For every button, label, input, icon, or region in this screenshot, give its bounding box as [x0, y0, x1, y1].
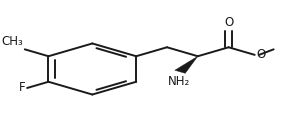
Text: NH₂: NH₂: [168, 75, 190, 88]
Text: O: O: [224, 16, 233, 29]
Polygon shape: [175, 56, 198, 73]
Text: O: O: [256, 48, 265, 61]
Text: CH₃: CH₃: [2, 35, 23, 48]
Text: F: F: [19, 81, 26, 95]
